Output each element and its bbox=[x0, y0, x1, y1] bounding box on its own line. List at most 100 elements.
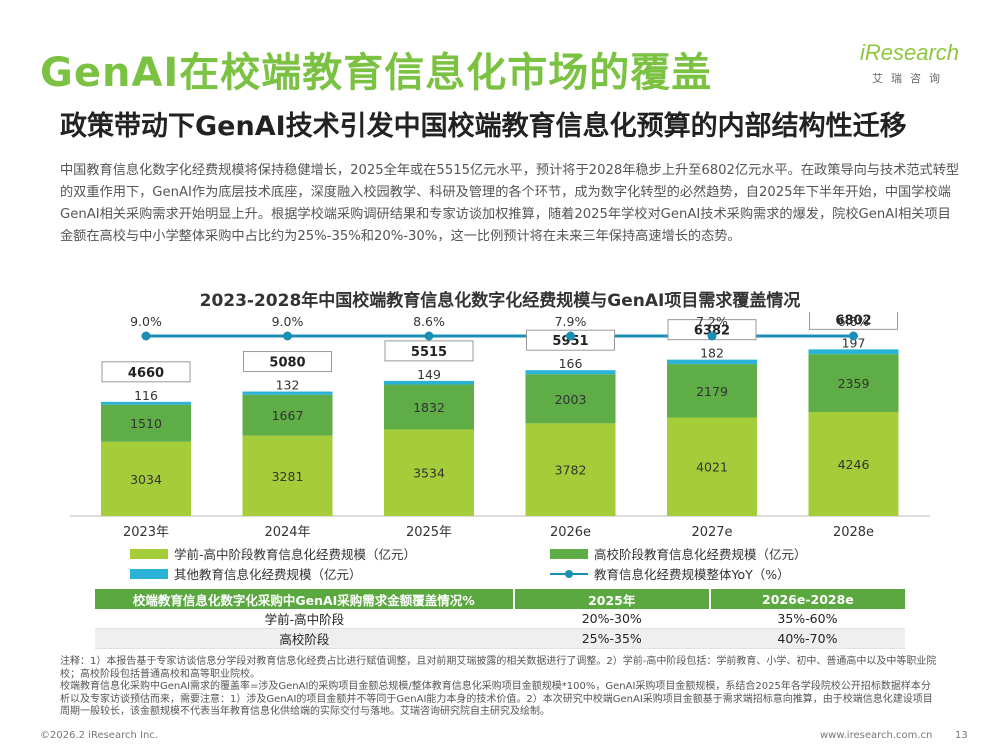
x-tick-label: 2024年 bbox=[264, 525, 310, 540]
footer-copyright: ©2026.2 iResearch Inc. bbox=[40, 730, 158, 741]
yoy-label: 7.2% bbox=[696, 314, 728, 329]
page-number: 13 bbox=[955, 730, 968, 741]
legend-item-k12: 学前-高中阶段教育信息化经费规模（亿元） bbox=[130, 544, 416, 563]
yoy-label: 7.9% bbox=[555, 314, 587, 329]
bar-value-label: 4021 bbox=[696, 460, 728, 475]
bar-segment-k12 bbox=[667, 417, 757, 516]
legend-item-higher-ed: 高校阶段教育信息化经费规模（亿元） bbox=[550, 544, 807, 563]
table-cell: 40%-70% bbox=[709, 628, 905, 649]
iresearch-logo: iResearch 艾瑞咨询 bbox=[860, 40, 970, 90]
table-cell: 学前-高中阶段 bbox=[95, 609, 514, 629]
bar-segment-k12 bbox=[101, 441, 191, 516]
yoy-point bbox=[283, 331, 292, 341]
notes: 注释：1）本报告基于专家访谈信息分学段对教育信息化经费占比进行赋值调整，且对前期… bbox=[60, 656, 940, 719]
summary-paragraph: 中国教育信息化数字化经费规模将保持稳健增长，2025全年或在5515亿元水平，预… bbox=[60, 163, 960, 244]
table-header-cell: 2025年 bbox=[513, 589, 711, 609]
yoy-point bbox=[424, 331, 434, 341]
bar-value-label: 182 bbox=[700, 346, 724, 361]
legend-label-yoy: 教育信息化经费规模整体YoY（%） bbox=[594, 567, 790, 582]
bar-value-label: 1510 bbox=[130, 416, 162, 431]
chart-title: 2023-2028年中国校端教育信息化数字化经费规模与GenAI项目需求覆盖情况 bbox=[199, 291, 801, 311]
total-value-label: 5951 bbox=[552, 334, 588, 349]
x-tick-label: 2027e bbox=[691, 525, 732, 540]
bar-value-label: 149 bbox=[417, 367, 441, 382]
bar-value-label: 3534 bbox=[413, 466, 445, 481]
total-box bbox=[101, 361, 191, 383]
coverage-table: 校端教育信息化数字化采购中GenAI采购需求金额覆盖情况% 2025年 2026… bbox=[95, 589, 905, 649]
bar-value-label: 2003 bbox=[555, 392, 587, 407]
bar-segment-k12 bbox=[384, 429, 474, 516]
bar-value-label: 166 bbox=[559, 356, 583, 371]
bar-segment-k12 bbox=[242, 435, 333, 516]
legend-swatch-yoy bbox=[550, 569, 588, 579]
bar-value-label: 2179 bbox=[696, 384, 728, 399]
bar-segment-higher-ed bbox=[384, 384, 474, 430]
bar-value-label: 132 bbox=[276, 378, 300, 393]
table-cell: 20%-30% bbox=[513, 609, 710, 629]
table-row: 高校阶段 25%-35% 40%-70% bbox=[95, 628, 905, 649]
bar-segment-higher-ed bbox=[101, 404, 191, 442]
table-cell: 高校阶段 bbox=[95, 628, 514, 649]
bar-value-label: 2359 bbox=[838, 376, 870, 391]
logo-text: iResearch bbox=[860, 40, 960, 65]
legend-item-yoy: 教育信息化经费规模整体YoY（%） bbox=[550, 564, 790, 583]
yoy-point bbox=[141, 331, 151, 341]
total-value-label: 5080 bbox=[269, 356, 305, 371]
yoy-label: 9.0% bbox=[130, 314, 162, 329]
page-title: GenAI在校端教育信息化市场的覆盖 bbox=[40, 50, 713, 96]
x-tick-label: 2028e bbox=[833, 525, 874, 540]
bar-segment-higher-ed bbox=[808, 354, 899, 412]
bar-segment-higher-ed bbox=[242, 394, 333, 436]
bar-value-label: 3034 bbox=[130, 472, 162, 487]
total-value-label: 4660 bbox=[128, 366, 164, 381]
x-tick-label: 2026e bbox=[550, 525, 591, 540]
x-tick-label: 2023年 bbox=[123, 525, 169, 540]
bar-value-label: 116 bbox=[134, 388, 158, 403]
bar-value-label: 1832 bbox=[413, 400, 445, 415]
total-value-label: 5515 bbox=[411, 345, 447, 360]
legend-label-other: 其他教育信息化经费规模（亿元） bbox=[174, 567, 362, 582]
bar-value-label: 3281 bbox=[272, 469, 304, 484]
note-line: 注释：1）本报告基于专家访谈信息分学段对教育信息化经费占比进行赋值调整，且对前期… bbox=[60, 656, 937, 680]
stacked-bar-chart: 3034 1510 116 4660 9.0% 2023年 3281 1667 132 5080 9… bbox=[70, 312, 930, 540]
total-value-label: 6382 bbox=[694, 324, 730, 339]
logo-subtext: 艾瑞咨询 bbox=[872, 72, 948, 85]
bar-segment-k12 bbox=[808, 411, 899, 516]
bar-segment-other bbox=[101, 401, 191, 405]
table-row: 学前-高中阶段 20%-30% 35%-60% bbox=[95, 609, 905, 629]
yoy-label: 6.6% bbox=[838, 314, 870, 329]
bar-segment-k12 bbox=[525, 423, 616, 516]
bar-segment-higher-ed bbox=[525, 374, 616, 424]
legend-label-higher-ed: 高校阶段教育信息化经费规模（亿元） bbox=[594, 547, 807, 562]
bar-value-label: 3782 bbox=[555, 463, 587, 478]
total-value-label: 6802 bbox=[835, 313, 871, 328]
bar-segment-other bbox=[808, 349, 899, 355]
table-cell: 25%-35% bbox=[513, 628, 710, 649]
table-header-cell: 2026e-2028e bbox=[709, 589, 905, 609]
bar-segment-other bbox=[242, 391, 333, 395]
table-cell: 35%-60% bbox=[709, 609, 905, 629]
x-tick-label: 2025年 bbox=[406, 525, 452, 540]
yoy-point bbox=[566, 331, 575, 341]
yoy-point bbox=[707, 331, 717, 341]
table-header-cell: 校端教育信息化数字化采购中GenAI采购需求金额覆盖情况% bbox=[95, 589, 515, 609]
legend-swatch-k12 bbox=[130, 548, 168, 559]
legend-label-k12: 学前-高中阶段教育信息化经费规模（亿元） bbox=[174, 547, 417, 562]
total-box bbox=[243, 351, 332, 373]
bar-segment-other bbox=[525, 370, 616, 375]
total-box bbox=[809, 312, 898, 330]
legend-swatch-other bbox=[130, 568, 168, 579]
legend-swatch-higher-ed bbox=[550, 548, 588, 559]
yoy-label: 8.6% bbox=[413, 314, 445, 329]
page-subtitle: 政策带动下GenAI技术引发中国校端教育信息化预算的内部结构性迁移 bbox=[60, 111, 907, 142]
note-line: 校端教育信息化采购中GenAI需求的覆盖率=涉及GenAI的采购项目金额总规模/… bbox=[60, 681, 933, 717]
bar-segment-higher-ed bbox=[667, 364, 757, 418]
yoy-label: 9.0% bbox=[272, 314, 304, 329]
bar-value-label: 197 bbox=[842, 335, 866, 350]
bar-value-label: 1667 bbox=[272, 408, 304, 423]
legend-item-other: 其他教育信息化经费规模（亿元） bbox=[130, 564, 362, 583]
bar-segment-other bbox=[384, 380, 474, 385]
bar-value-label: 4246 bbox=[838, 457, 870, 472]
footer-url[interactable]: www.iresearch.com.cn bbox=[820, 730, 933, 741]
total-box bbox=[384, 340, 474, 362]
